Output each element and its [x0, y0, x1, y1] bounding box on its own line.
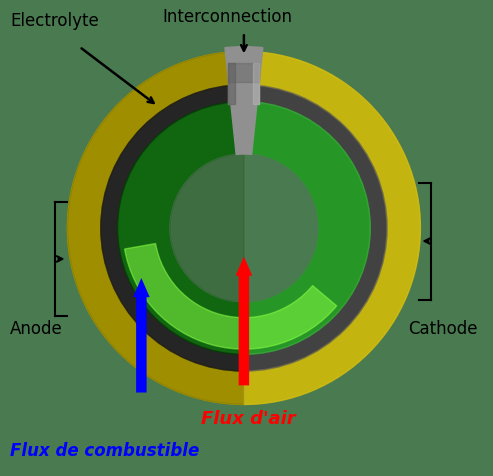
Wedge shape	[101, 86, 244, 371]
Wedge shape	[244, 102, 370, 355]
Text: Flux de combustible: Flux de combustible	[10, 441, 200, 459]
Wedge shape	[244, 52, 421, 405]
FancyArrow shape	[236, 257, 252, 386]
Text: Electrolyte: Electrolyte	[10, 12, 99, 30]
Wedge shape	[117, 102, 244, 355]
Wedge shape	[68, 52, 244, 405]
Bar	[228, 64, 259, 105]
Bar	[228, 64, 235, 105]
Bar	[228, 64, 259, 82]
Text: Anode: Anode	[10, 319, 63, 337]
Bar	[253, 64, 259, 105]
Wedge shape	[225, 48, 263, 155]
FancyArrow shape	[133, 278, 150, 393]
Circle shape	[170, 155, 318, 302]
Text: Interconnection: Interconnection	[163, 8, 293, 26]
Wedge shape	[170, 155, 244, 302]
Text: Cathode: Cathode	[409, 319, 478, 337]
Text: Flux d'air: Flux d'air	[201, 409, 296, 427]
Wedge shape	[244, 86, 387, 371]
Wedge shape	[125, 244, 337, 349]
